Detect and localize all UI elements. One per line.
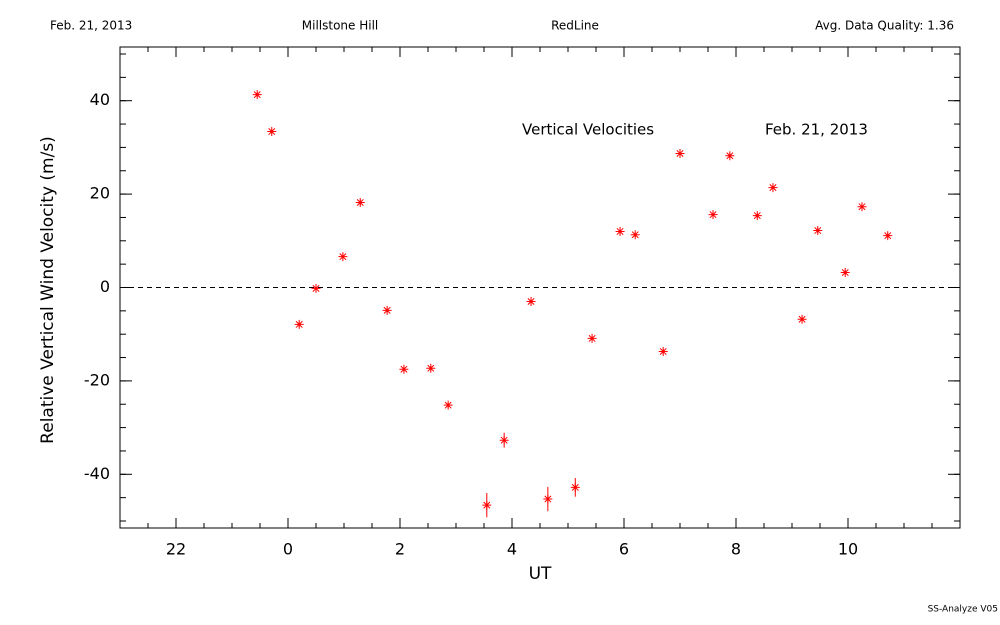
annotation: Feb. 21, 2013 <box>765 121 868 139</box>
marker <box>768 183 778 193</box>
x-tick-label: 6 <box>619 540 629 559</box>
header-quality: Avg. Data Quality: 1.36 <box>815 19 954 33</box>
marker <box>630 230 640 240</box>
marker <box>615 226 625 236</box>
marker <box>658 346 668 356</box>
marker <box>267 127 277 137</box>
marker <box>338 252 348 262</box>
y-tick-label: 40 <box>90 90 110 109</box>
marker <box>675 148 685 158</box>
marker <box>526 297 536 307</box>
marker <box>570 482 580 492</box>
y-axis-label: Relative Vertical Wind Velocity (m/s) <box>38 136 58 444</box>
y-tick-label: -20 <box>84 370 110 389</box>
y-tick-label: 0 <box>100 277 110 296</box>
marker <box>587 333 597 343</box>
marker <box>252 90 262 100</box>
header-channel: RedLine <box>551 19 599 33</box>
marker <box>752 211 762 221</box>
marker <box>840 268 850 278</box>
marker <box>499 435 509 445</box>
x-tick-label: 10 <box>838 540 858 559</box>
marker <box>399 364 409 374</box>
marker <box>883 231 893 241</box>
x-tick-label: 8 <box>731 540 741 559</box>
annotation: Vertical Velocities <box>522 121 654 139</box>
marker <box>813 226 823 236</box>
x-axis-label: UT <box>529 564 552 584</box>
marker <box>311 283 321 293</box>
y-tick-label: 20 <box>90 184 110 203</box>
marker <box>426 363 436 373</box>
marker <box>294 319 304 329</box>
marker <box>725 151 735 161</box>
marker <box>355 198 365 208</box>
marker <box>543 494 553 504</box>
marker <box>482 500 492 510</box>
footer: SS-Analyze V05 <box>928 605 998 615</box>
marker <box>857 202 867 212</box>
y-tick-label: -40 <box>84 464 110 483</box>
marker <box>382 305 392 315</box>
header-date: Feb. 21, 2013 <box>50 19 132 33</box>
x-tick-label: 0 <box>283 540 293 559</box>
marker <box>797 314 807 324</box>
x-tick-label: 2 <box>395 540 405 559</box>
marker <box>443 400 453 410</box>
header-site: Millstone Hill <box>302 19 378 33</box>
x-tick-label: 4 <box>507 540 517 559</box>
marker <box>708 210 718 220</box>
x-tick-label: 22 <box>166 540 186 559</box>
